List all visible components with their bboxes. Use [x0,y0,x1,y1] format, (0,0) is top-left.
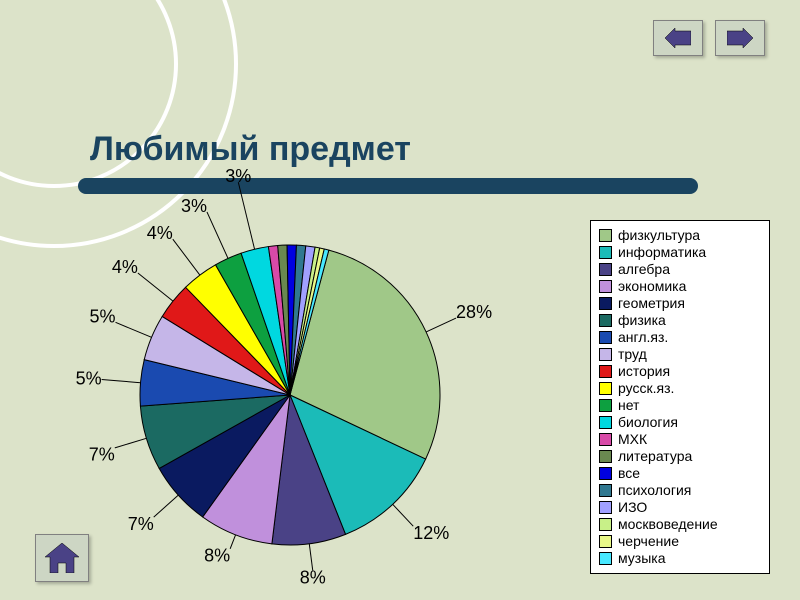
legend-label: труд [618,346,647,363]
legend-label: психология [618,482,691,499]
pie-pct-label: 4% [147,223,173,243]
pie-leader-line [154,495,179,517]
arrow-left-icon [665,28,691,48]
legend-item: ИЗО [599,499,761,516]
legend-item: история [599,363,761,380]
legend-label: экономика [618,278,686,295]
legend-label: история [618,363,670,380]
legend-label: музыка [618,550,665,567]
nav-buttons [653,20,765,56]
pie-pct-label: 7% [89,445,115,465]
legend-label: черчение [618,533,679,550]
legend-label: все [618,465,640,482]
legend-swatch [599,348,612,361]
next-button[interactable] [715,20,765,56]
legend-item: труд [599,346,761,363]
legend-swatch [599,365,612,378]
pie-chart: 28%12%8%8%7%7%5%5%4%4%3%3% [55,210,535,580]
pie-pct-label: 28% [456,302,492,322]
pie-leader-line [393,504,414,526]
legend-swatch [599,399,612,412]
legend-item: физика [599,312,761,329]
legend-swatch [599,263,612,276]
legend-label: москвоведение [618,516,718,533]
pie-leader-line [116,322,152,337]
legend-item: экономика [599,278,761,295]
legend-swatch [599,382,612,395]
pie-pct-label: 12% [413,523,449,543]
legend-item: музыка [599,550,761,567]
legend-item: нет [599,397,761,414]
legend-label: информатика [618,244,706,261]
legend-swatch [599,518,612,531]
legend-item: алгебра [599,261,761,278]
legend-label: англ.яз. [618,329,668,346]
pie-leader-line [138,273,173,301]
legend-item: черчение [599,533,761,550]
pie-pct-label: 8% [204,546,230,566]
legend-swatch [599,501,612,514]
legend-label: литература [618,448,692,465]
legend-item: геометрия [599,295,761,312]
legend-label: русск.яз. [618,380,674,397]
arrow-right-icon [727,28,753,48]
legend-label: МХК [618,431,647,448]
chart-legend: физкультураинформатикаалгебраэкономикаге… [590,220,770,574]
legend-swatch [599,314,612,327]
pie-pct-label: 5% [76,368,102,388]
pie-leader-line [173,239,200,275]
legend-label: биология [618,414,678,431]
slide-title: Любимый предмет [90,130,411,169]
legend-item: литература [599,448,761,465]
pie-pct-label: 3% [181,196,207,216]
pie-pct-label: 3% [225,166,251,186]
legend-swatch [599,280,612,293]
pie-pct-label: 7% [128,514,154,534]
legend-swatch [599,331,612,344]
pie-leader-line [102,380,141,383]
legend-label: физкультура [618,227,700,244]
legend-swatch [599,450,612,463]
legend-swatch [599,535,612,548]
legend-swatch [599,416,612,429]
pie-leader-line [115,438,147,448]
legend-label: геометрия [618,295,685,312]
legend-swatch [599,229,612,242]
legend-swatch [599,433,612,446]
legend-label: нет [618,397,639,414]
legend-label: ИЗО [618,499,647,516]
legend-swatch [599,552,612,565]
pie-leader-line [207,212,228,258]
legend-item: англ.яз. [599,329,761,346]
legend-swatch [599,484,612,497]
pie-leader-line [230,535,235,549]
pie-pct-label: 5% [90,306,116,326]
legend-label: физика [618,312,666,329]
legend-swatch [599,467,612,480]
pie-pct-label: 8% [300,567,326,587]
pie-leader-line [426,318,456,332]
legend-item: информатика [599,244,761,261]
legend-item: москвоведение [599,516,761,533]
legend-item: психология [599,482,761,499]
pie-pct-label: 4% [112,257,138,277]
title-underline-bar [78,178,698,194]
legend-label: алгебра [618,261,670,278]
prev-button[interactable] [653,20,703,56]
legend-item: все [599,465,761,482]
legend-item: биология [599,414,761,431]
legend-item: физкультура [599,227,761,244]
legend-swatch [599,297,612,310]
legend-item: русск.яз. [599,380,761,397]
legend-swatch [599,246,612,259]
legend-item: МХК [599,431,761,448]
